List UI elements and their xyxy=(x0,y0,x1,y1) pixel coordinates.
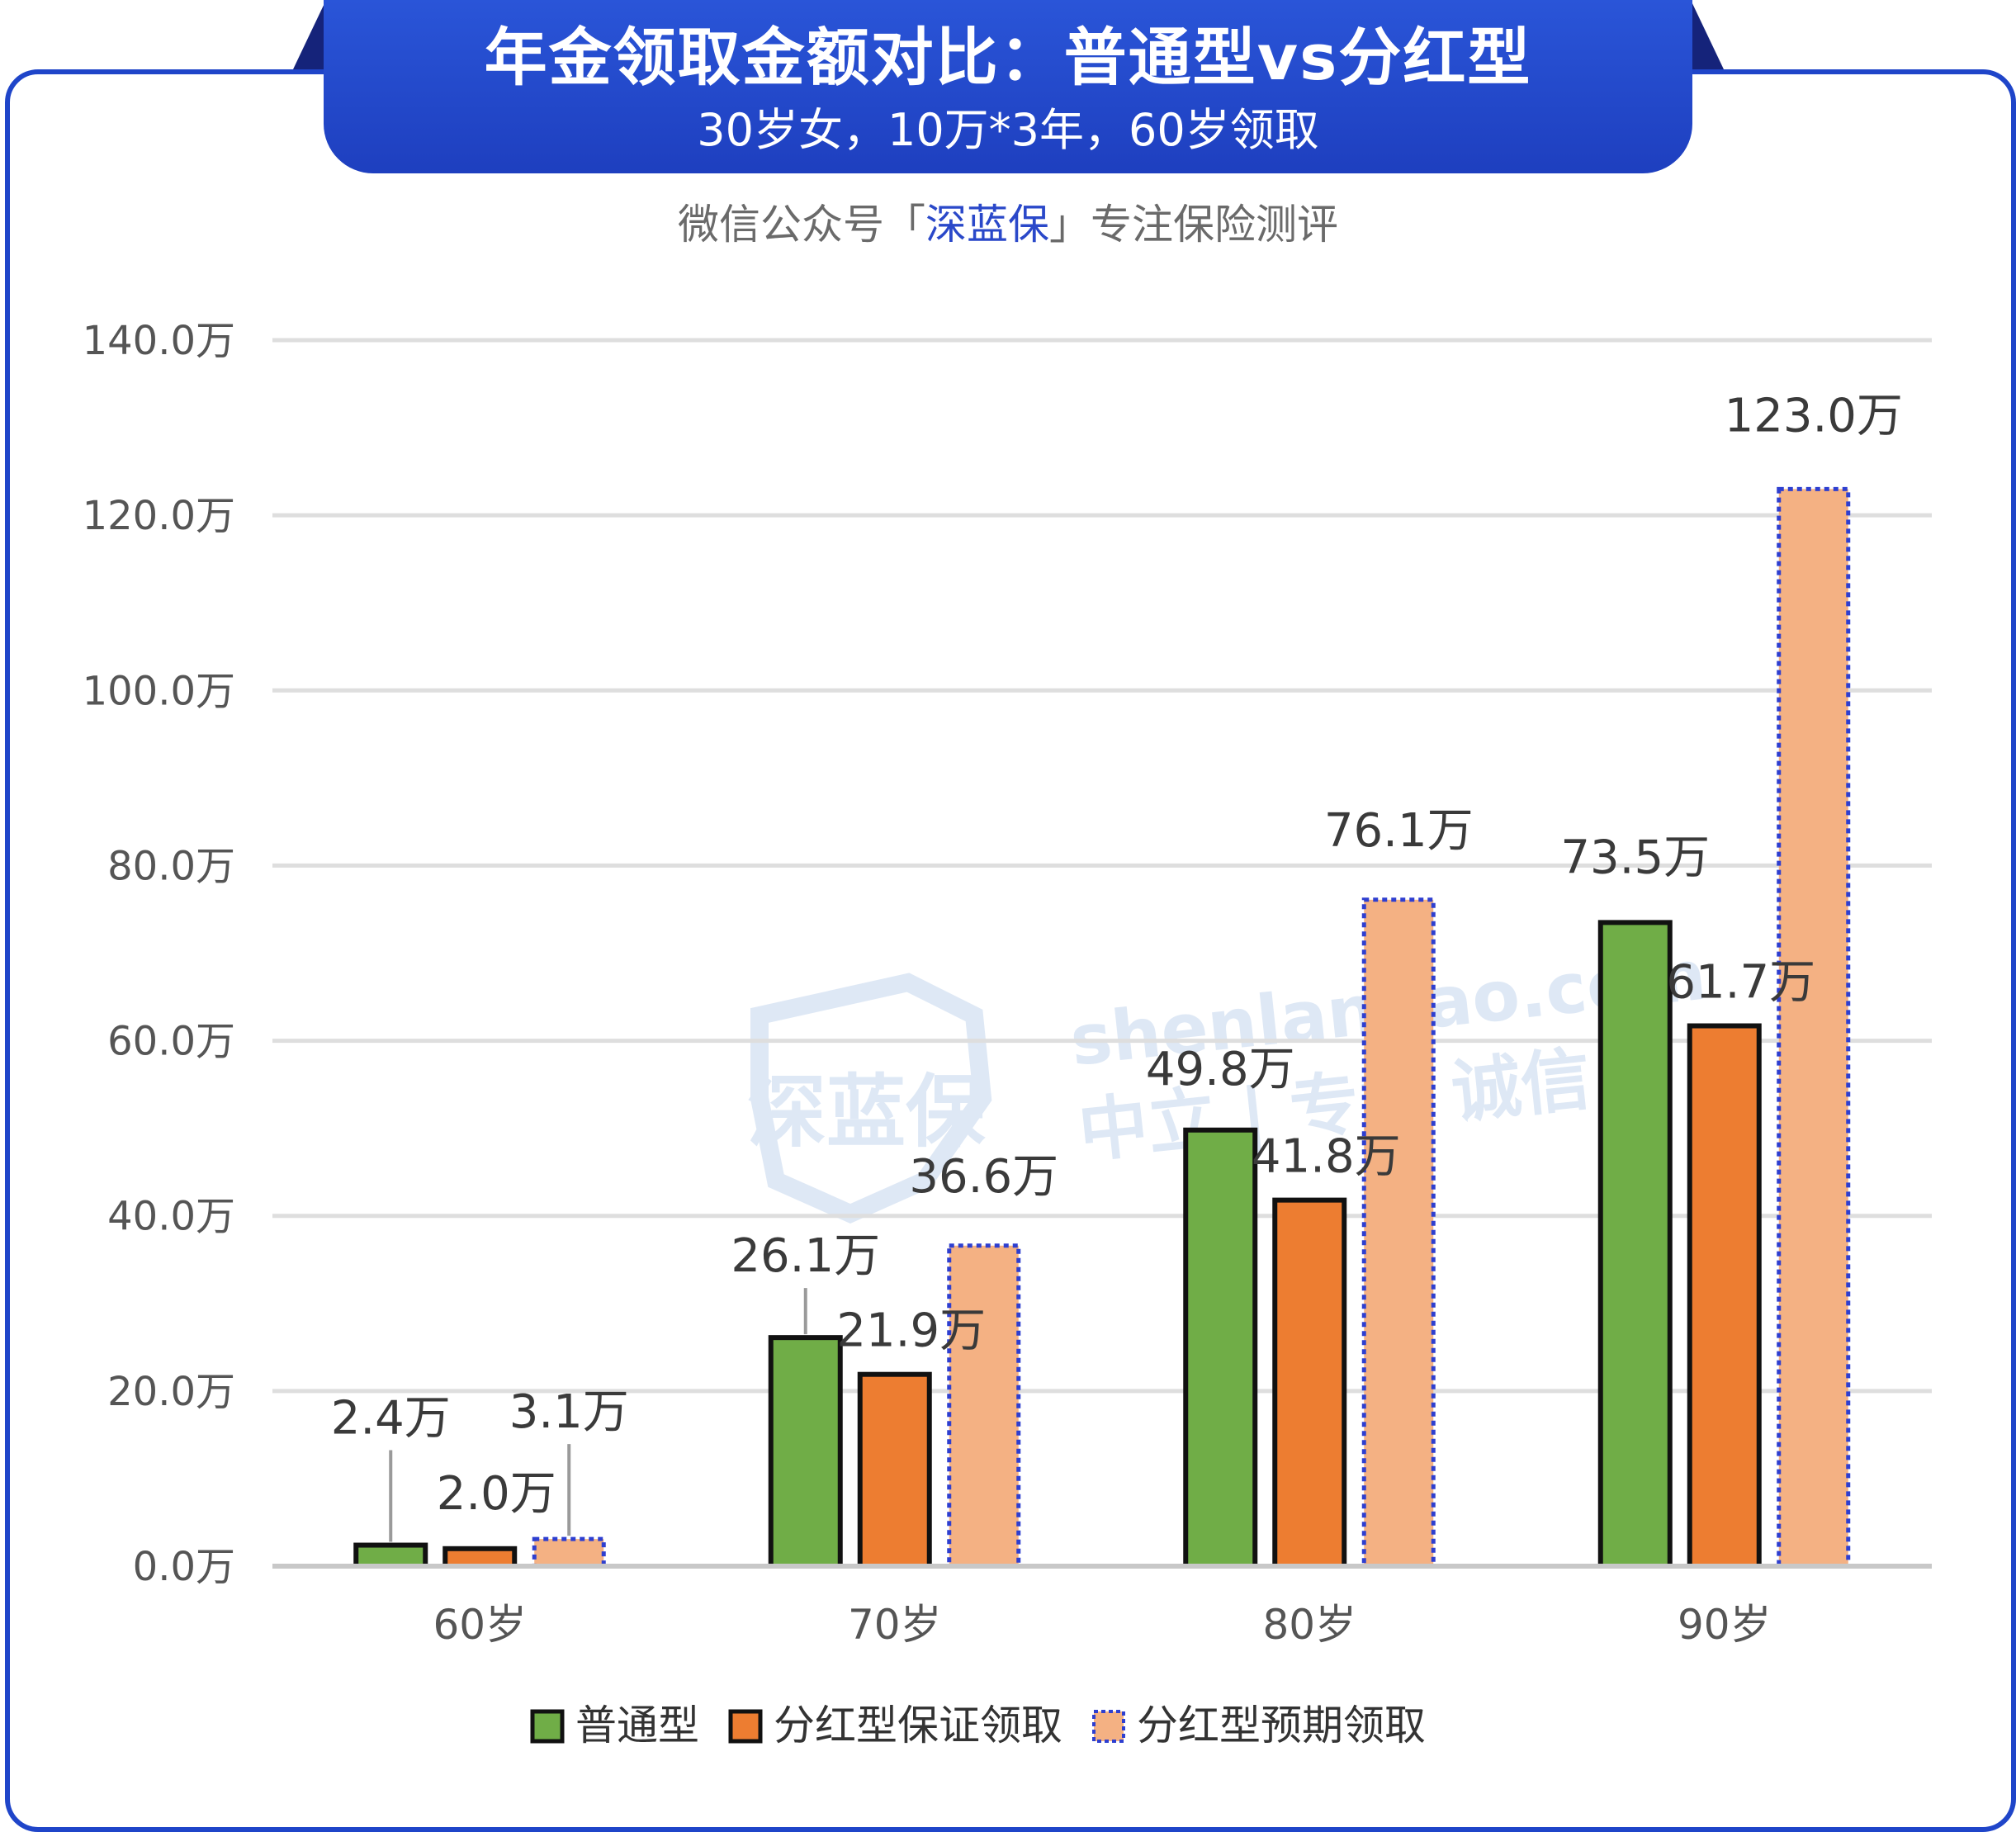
data-label: 3.1万 xyxy=(509,1385,629,1439)
legend-label: 分红型保证领取 xyxy=(774,1702,1062,1749)
data-label: 76.1万 xyxy=(1324,804,1474,858)
header-tab-wing-right xyxy=(1691,0,1724,69)
bar-普通型-60岁 xyxy=(353,1542,428,1569)
bar-普通型-70岁 xyxy=(768,1335,843,1569)
source-suffix: 」专注保险测评 xyxy=(1049,201,1338,249)
y-tick-label: 140.0万 xyxy=(83,318,235,364)
legend-swatch xyxy=(530,1709,565,1744)
bar-普通型-80岁 xyxy=(1183,1127,1258,1569)
chart-title: 年金领取金额对比：普通型vs分红型 xyxy=(484,21,1532,94)
x-tick-label: 60岁 xyxy=(433,1601,527,1649)
data-label: 49.8万 xyxy=(1146,1043,1295,1096)
bar-分红型预期领取-70岁 xyxy=(947,1243,1021,1569)
y-tick-label: 120.0万 xyxy=(83,493,235,539)
bar-分红型预期领取-90岁 xyxy=(1777,486,1851,1569)
x-axis: 60岁 70岁 80岁 90岁 xyxy=(272,1564,1932,1649)
watermark-shield-icon xyxy=(750,973,992,1224)
legend-swatch xyxy=(728,1709,763,1744)
y-tick-label: 60.0万 xyxy=(107,1019,235,1065)
x-tick-label: 70岁 xyxy=(848,1601,942,1649)
y-tick-label: 80.0万 xyxy=(107,843,235,889)
y-axis: 0.0万 20.0万 40.0万 60.0万 80.0万 100.0万 120.0万 140.… xyxy=(83,318,235,1590)
watermark-logo-text: 深蓝保 xyxy=(747,1066,986,1158)
data-labels: 2.4万 2.0万 3.1万 26.1万 21.9万 36.6万 49.8万 41.8万 76.… xyxy=(331,389,1903,1542)
bar-分红型保证领取-60岁 xyxy=(442,1546,518,1569)
header-tab: 年金领取金额对比：普通型vs分红型 30岁女，10万*3年，60岁领取 xyxy=(324,0,1692,173)
legend-label: 普通型 xyxy=(575,1702,699,1749)
bar-分红型保证领取-80岁 xyxy=(1272,1197,1347,1569)
data-label: 61.7万 xyxy=(1666,956,1815,1010)
y-tick-label: 40.0万 xyxy=(107,1194,235,1240)
data-label: 41.8万 xyxy=(1252,1130,1401,1184)
data-label: 123.0万 xyxy=(1725,389,1903,443)
y-tick-label: 0.0万 xyxy=(133,1544,235,1590)
header-tab-wing-left xyxy=(293,0,326,69)
bar-分红型保证领取-90岁 xyxy=(1687,1023,1762,1569)
source-note: 微信公众号「深蓝保」专注保险测评 xyxy=(0,198,2016,251)
bar-分红型预期领取-60岁 xyxy=(532,1536,606,1569)
bar-分红型预期领取-80岁 xyxy=(1361,897,1436,1569)
data-label: 26.1万 xyxy=(731,1229,880,1283)
legend-swatch xyxy=(1092,1710,1125,1743)
source-brand: 深蓝保 xyxy=(925,201,1049,249)
legend-label: 分红型预期领取 xyxy=(1137,1702,1426,1749)
x-tick-label: 80岁 xyxy=(1262,1601,1356,1649)
data-label: 2.0万 xyxy=(437,1467,556,1521)
legend: 普通型 分红型保证领取 分红型预期领取 xyxy=(530,1702,1426,1749)
data-label: 21.9万 xyxy=(836,1304,986,1358)
y-tick-label: 100.0万 xyxy=(83,668,235,714)
data-label: 36.6万 xyxy=(909,1150,1058,1204)
data-label: 2.4万 xyxy=(331,1392,451,1446)
source-prefix: 微信公众号「 xyxy=(678,201,925,249)
bar-分红型保证领取-70岁 xyxy=(857,1371,932,1569)
y-tick-label: 20.0万 xyxy=(107,1369,235,1415)
bars xyxy=(353,486,1851,1569)
data-label: 73.5万 xyxy=(1560,831,1710,884)
chart-subtitle: 30岁女，10万*3年，60岁领取 xyxy=(697,104,1319,156)
bar-普通型-90岁 xyxy=(1597,920,1673,1569)
x-tick-label: 90岁 xyxy=(1678,1601,1772,1649)
